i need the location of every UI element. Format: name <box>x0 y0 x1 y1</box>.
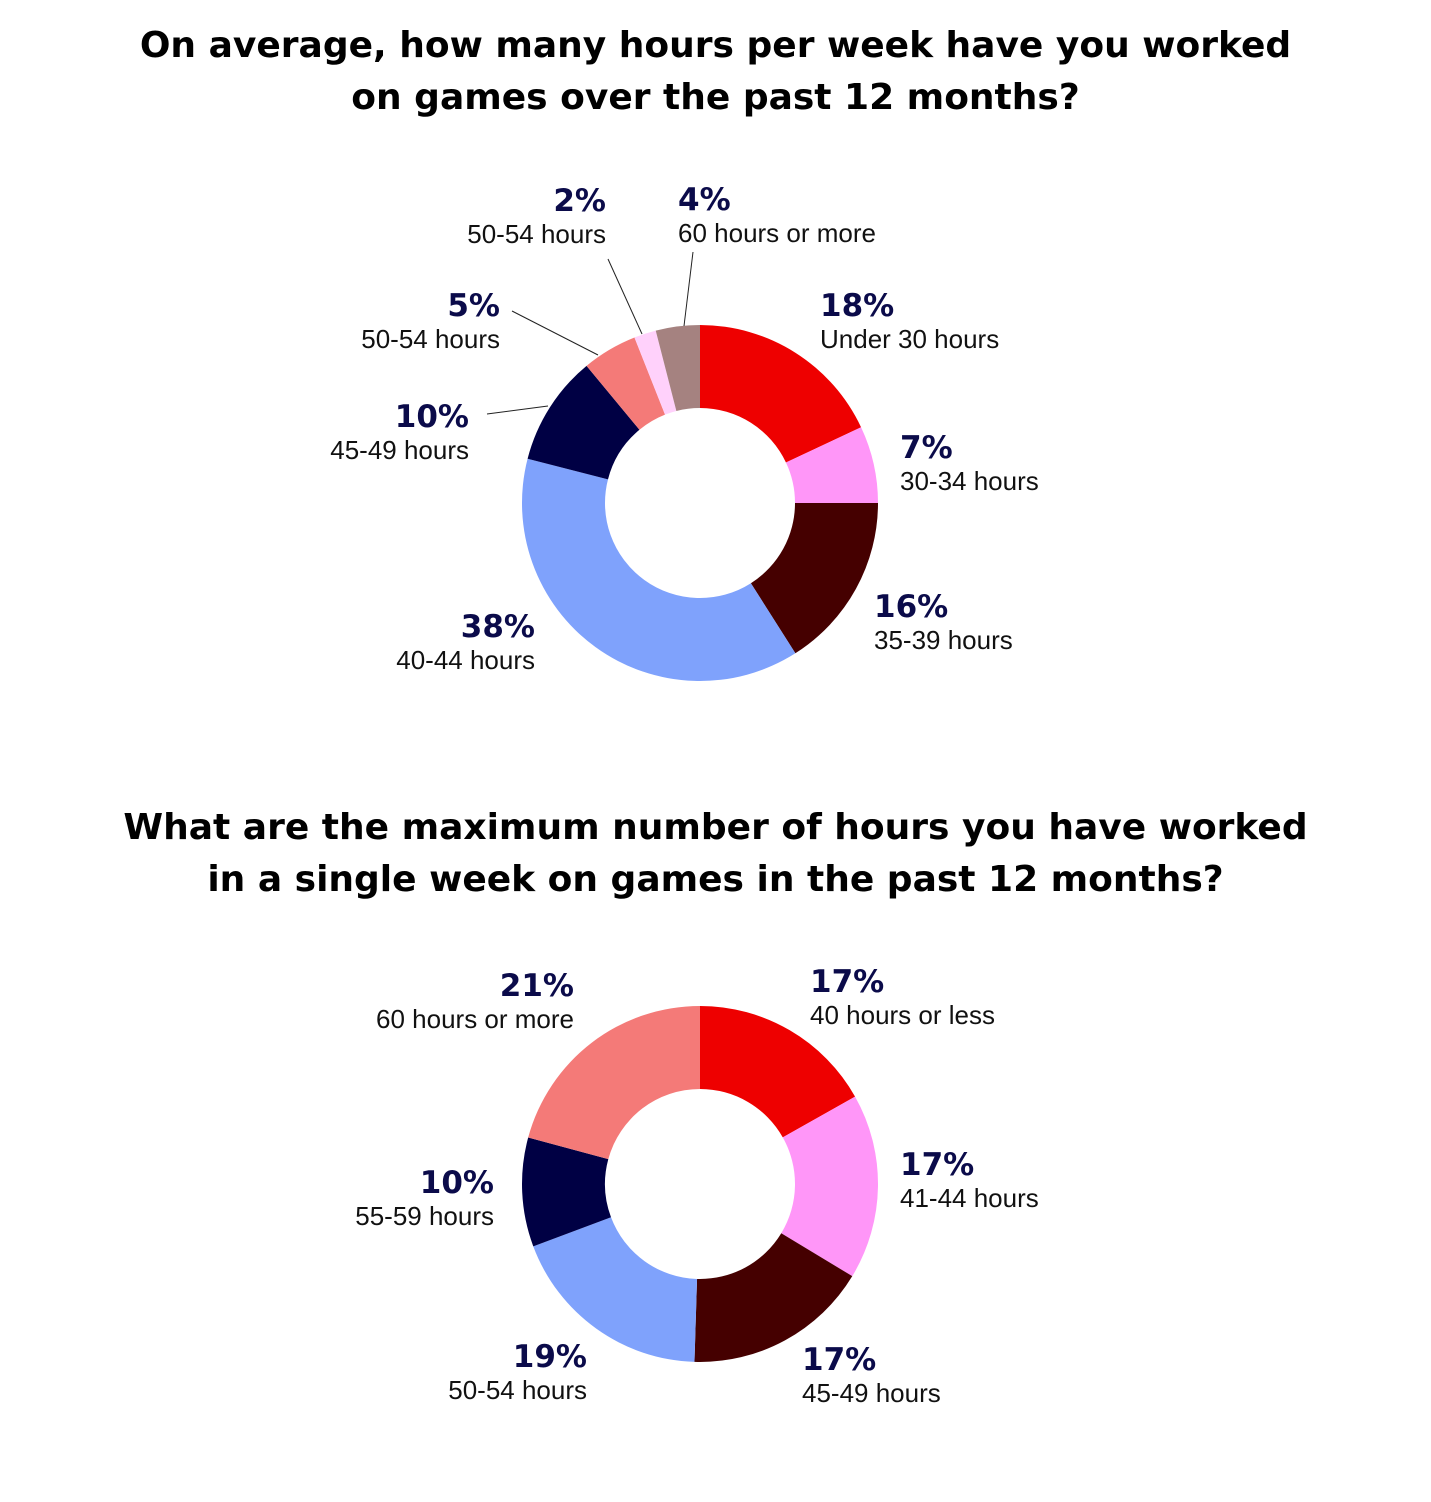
slice-percent-label: 18% <box>820 288 894 324</box>
slice-percent-label: 4% <box>678 182 731 218</box>
slice-category-label: 50-54 hours <box>448 1375 587 1405</box>
leader-line <box>511 310 599 356</box>
donut-slice <box>694 1233 853 1362</box>
slice-percent-label: 16% <box>874 589 948 625</box>
leader-line <box>683 251 694 327</box>
slice-percent-label: 17% <box>802 1342 876 1378</box>
leader-line <box>486 405 549 415</box>
slice-percent-label: 17% <box>810 964 884 1000</box>
chart-title-line-1: On average, how many hours per week have… <box>139 25 1292 66</box>
slice-percent-label: 5% <box>447 288 500 324</box>
donut-slice <box>522 1137 612 1247</box>
slice-category-label: 45-49 hours <box>802 1378 941 1408</box>
slice-percent-label: 10% <box>420 1165 494 1201</box>
slice-category-label: 45-49 hours <box>330 435 469 465</box>
donut-slice <box>785 427 878 503</box>
donut-slice <box>750 503 878 654</box>
chart-title-line-2: on games over the past 12 months? <box>351 77 1080 118</box>
donut-slice <box>586 337 666 430</box>
slice-category-label: 55-59 hours <box>355 1201 494 1231</box>
slice-percent-label: 38% <box>461 609 535 645</box>
donut-slice <box>655 325 700 411</box>
chart-title: On average, how many hours per week have… <box>0 20 1431 124</box>
leader-line <box>607 258 643 335</box>
donut-slice <box>527 365 640 480</box>
donut-chart-average-hours: 18%Under 30 hours 7%30-34 hours 16%35-39 h… <box>330 182 1039 682</box>
slice-percent-label: 7% <box>900 430 953 466</box>
slice-category-label: 41-44 hours <box>900 1183 1039 1213</box>
donut-slice <box>533 1217 698 1362</box>
donut-slice <box>522 458 796 682</box>
donut-slice <box>528 1006 700 1160</box>
donut-slice <box>700 1006 856 1138</box>
slice-category-label: 50-54 hours <box>467 219 606 249</box>
slice-category-label: 60 hours or more <box>678 218 876 248</box>
chart-title: What are the maximum number of hours you… <box>0 802 1431 906</box>
donut-slice <box>634 330 677 415</box>
donut-slice <box>700 325 862 463</box>
slice-percent-label: 17% <box>900 1147 974 1183</box>
slice-percent-label: 21% <box>500 968 574 1004</box>
slice-percent-label: 10% <box>395 399 469 435</box>
slice-category-label: 40 hours or less <box>810 1000 995 1030</box>
slice-category-label: 30-34 hours <box>900 466 1039 496</box>
slice-category-label: 40-44 hours <box>396 645 535 675</box>
chart-title-line-2: in a single week on games in the past 12… <box>207 859 1224 900</box>
slice-category-label: Under 30 hours <box>820 324 999 354</box>
slice-category-label: 35-39 hours <box>874 625 1013 655</box>
chart-title-line-1: What are the maximum number of hours you… <box>123 807 1308 848</box>
slice-category-label: 60 hours or more <box>376 1004 574 1034</box>
slice-category-label: 50-54 hours <box>361 324 500 354</box>
donut-slice <box>781 1096 878 1277</box>
slice-percent-label: 19% <box>513 1339 587 1375</box>
slice-percent-label: 2% <box>553 183 606 219</box>
